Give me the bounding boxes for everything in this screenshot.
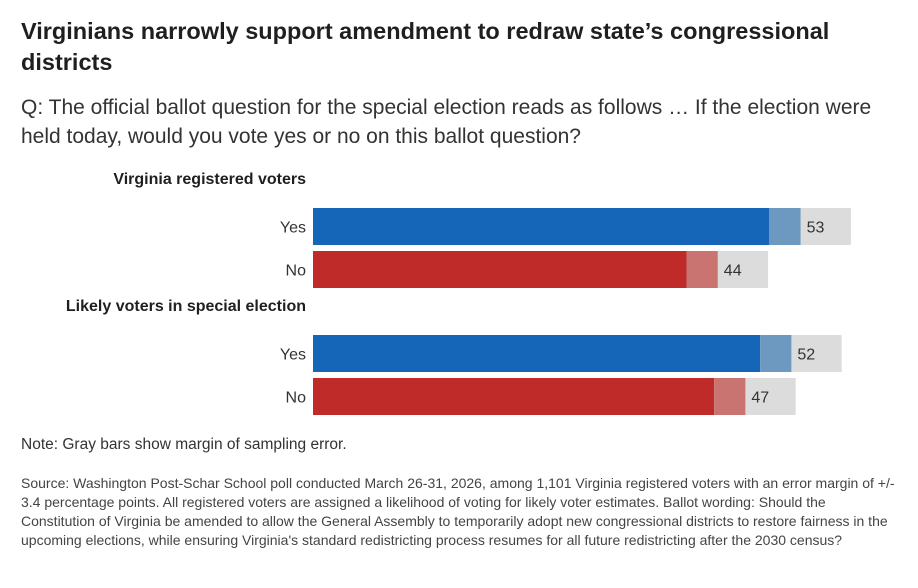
value-label: 47 <box>751 390 769 407</box>
bar-yes <box>313 335 761 372</box>
bar-yes <box>313 208 770 245</box>
moe-upper-bar <box>800 208 851 245</box>
chart-title: Virginians narrowly support amendment to… <box>21 18 830 75</box>
moe-lower-bar <box>714 378 746 415</box>
moe-upper-bar <box>791 335 842 372</box>
bar-no <box>313 251 687 288</box>
moe-lower-bar <box>686 251 718 288</box>
moe-upper-bar <box>745 378 796 415</box>
group-label: Likely voters in special election <box>66 298 306 315</box>
moe-lower-bar <box>769 208 801 245</box>
moe-upper-bar <box>717 251 769 288</box>
bar-no <box>313 378 715 415</box>
value-label: 44 <box>724 263 742 280</box>
category-label: Yes <box>280 220 306 237</box>
group-label: Virginia registered voters <box>113 171 306 188</box>
value-label: 52 <box>797 347 815 364</box>
category-label: No <box>286 390 307 407</box>
category-label: No <box>286 263 307 280</box>
category-label: Yes <box>280 347 306 364</box>
bar-chart: Virginia registered voters Yes 53 No 44 Likel… <box>66 171 851 415</box>
value-label: 53 <box>807 220 825 237</box>
source-text: Source: Washington Post-Schar School pol… <box>21 475 895 548</box>
survey-question: Q: The official ballot question for the … <box>21 96 872 148</box>
chart-note: Note: Gray bars show margin of sampling … <box>21 436 347 453</box>
moe-lower-bar <box>760 335 792 372</box>
